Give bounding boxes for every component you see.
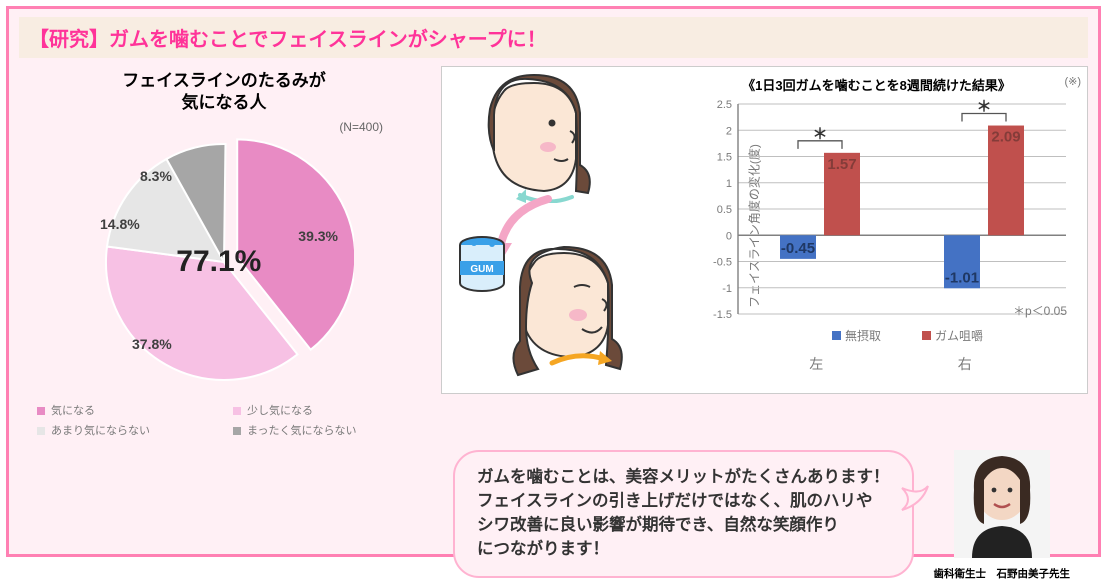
pie-title-line1: フェイスラインのたるみが	[122, 71, 326, 90]
inner-panel: 【研究】ガムを噛むことでフェイスラインがシャープに！ フェイスラインのたるみが …	[6, 6, 1101, 557]
bar-title: 《1日3回ガムを噛むことを8週間続けた結果》	[676, 75, 1077, 94]
legend-item: あまり気にならない	[37, 422, 215, 438]
face-after-icon	[504, 243, 654, 383]
swatch-icon	[233, 407, 241, 415]
bar-xcat-0: 左	[809, 354, 823, 374]
expert-bubble: ガムを噛むことは、美容メリットがたくさんあります！ フェイスラインの引き上げだけ…	[453, 450, 914, 578]
pie-pct-3: 8.3%	[140, 168, 172, 184]
bubble-tail-icon	[900, 482, 930, 522]
svg-text:＊: ＊	[976, 99, 991, 116]
svg-text:-0.5: -0.5	[713, 257, 732, 269]
bubble-line: フェイスラインの引き上げだけではなく、肌のハリや	[477, 492, 873, 510]
bubble-line: ガムを噛むことは、美容メリットがたくさんあります！	[477, 468, 890, 486]
legend-label: あまり気にならない	[51, 425, 150, 437]
svg-text:＊: ＊	[812, 126, 827, 143]
pie-title: フェイスラインのたるみが 気になる人	[19, 70, 429, 114]
pie-center-pct: 77.1%	[176, 245, 261, 279]
bar-chart: 《1日3回ガムを噛むことを8週間続けた結果》 (※) フェイスライン角度の変化(…	[672, 67, 1087, 393]
pie-pct-1: 37.8%	[132, 336, 172, 352]
svg-text:-1.5: -1.5	[713, 309, 732, 321]
svg-text:1.57: 1.57	[827, 156, 856, 173]
legend-item: まったく気にならない	[233, 422, 411, 438]
svg-text:-1: -1	[722, 283, 732, 295]
svg-text:ガム咀嚼: ガム咀嚼	[935, 329, 983, 343]
pie-title-line2: 気になる人	[182, 93, 267, 112]
pie-chart: 39.3% 37.8% 14.8% 8.3% 77.1%	[94, 132, 354, 392]
bottom-row: ガムを噛むことは、美容メリットがたくさんあります！ フェイスラインの引き上げだけ…	[453, 450, 1088, 581]
svg-text:0.5: 0.5	[717, 204, 732, 216]
swatch-icon	[37, 427, 45, 435]
svg-text:1.5: 1.5	[717, 152, 732, 164]
bubble-line: につながります！	[477, 540, 609, 558]
expert-block: 歯科衛生士 石野由美子先生	[934, 450, 1071, 581]
svg-text:2: 2	[726, 125, 732, 137]
outer-frame: 【研究】ガムを噛むことでフェイスラインがシャープに！ フェイスラインのたるみが …	[0, 0, 1107, 563]
svg-text:-1.01: -1.01	[945, 269, 979, 286]
legend-label: 気になる	[51, 405, 95, 417]
main-title: 【研究】ガムを噛むことでフェイスラインがシャープに！	[19, 17, 1088, 58]
expert-photo-icon	[954, 450, 1050, 558]
bar-title-note: (※)	[1064, 75, 1081, 88]
legend-label: まったく気にならない	[247, 425, 357, 437]
right-panel: GUM	[441, 66, 1088, 394]
swatch-icon	[37, 407, 45, 415]
expert-caption: 歯科衛生士 石野由美子先生	[934, 566, 1071, 581]
svg-text:1: 1	[726, 178, 732, 190]
legend-item: 少し気になる	[233, 402, 411, 418]
pie-pct-0: 39.3%	[298, 228, 338, 244]
illustration-block: GUM	[442, 67, 672, 393]
svg-text:GUM: GUM	[470, 264, 493, 275]
expert-name: 石野由美子先生	[997, 568, 1071, 580]
legend-label: 少し気になる	[247, 405, 313, 417]
pie-panel: フェイスラインのたるみが 気になる人 (N=400) 39.3% 37.8% 1…	[19, 66, 429, 436]
face-before-icon	[476, 73, 616, 203]
svg-text:2.09: 2.09	[991, 129, 1020, 146]
swatch-icon	[233, 427, 241, 435]
significance-note: ＊p＜0.05	[1013, 302, 1067, 319]
bubble-line: シワ改善に良い影響が期待でき、自然な笑顔作り	[477, 516, 839, 534]
pie-legend: 気になる 少し気になる あまり気にならない まったく気にならない	[37, 402, 411, 438]
bar-xcat-1: 右	[958, 354, 972, 374]
svg-text:0: 0	[726, 230, 732, 242]
expert-role: 歯科衛生士	[934, 568, 987, 580]
legend-item: 気になる	[37, 402, 215, 418]
bar-x-axis: 左 右	[742, 354, 1039, 374]
gum-can-icon: GUM	[454, 231, 510, 297]
svg-text:-0.45: -0.45	[781, 240, 815, 257]
pie-pct-2: 14.8%	[100, 216, 140, 232]
svg-text:2.5: 2.5	[717, 99, 732, 111]
svg-text:無摂取: 無摂取	[845, 328, 881, 343]
content-row: フェイスラインのたるみが 気になる人 (N=400) 39.3% 37.8% 1…	[19, 66, 1088, 436]
